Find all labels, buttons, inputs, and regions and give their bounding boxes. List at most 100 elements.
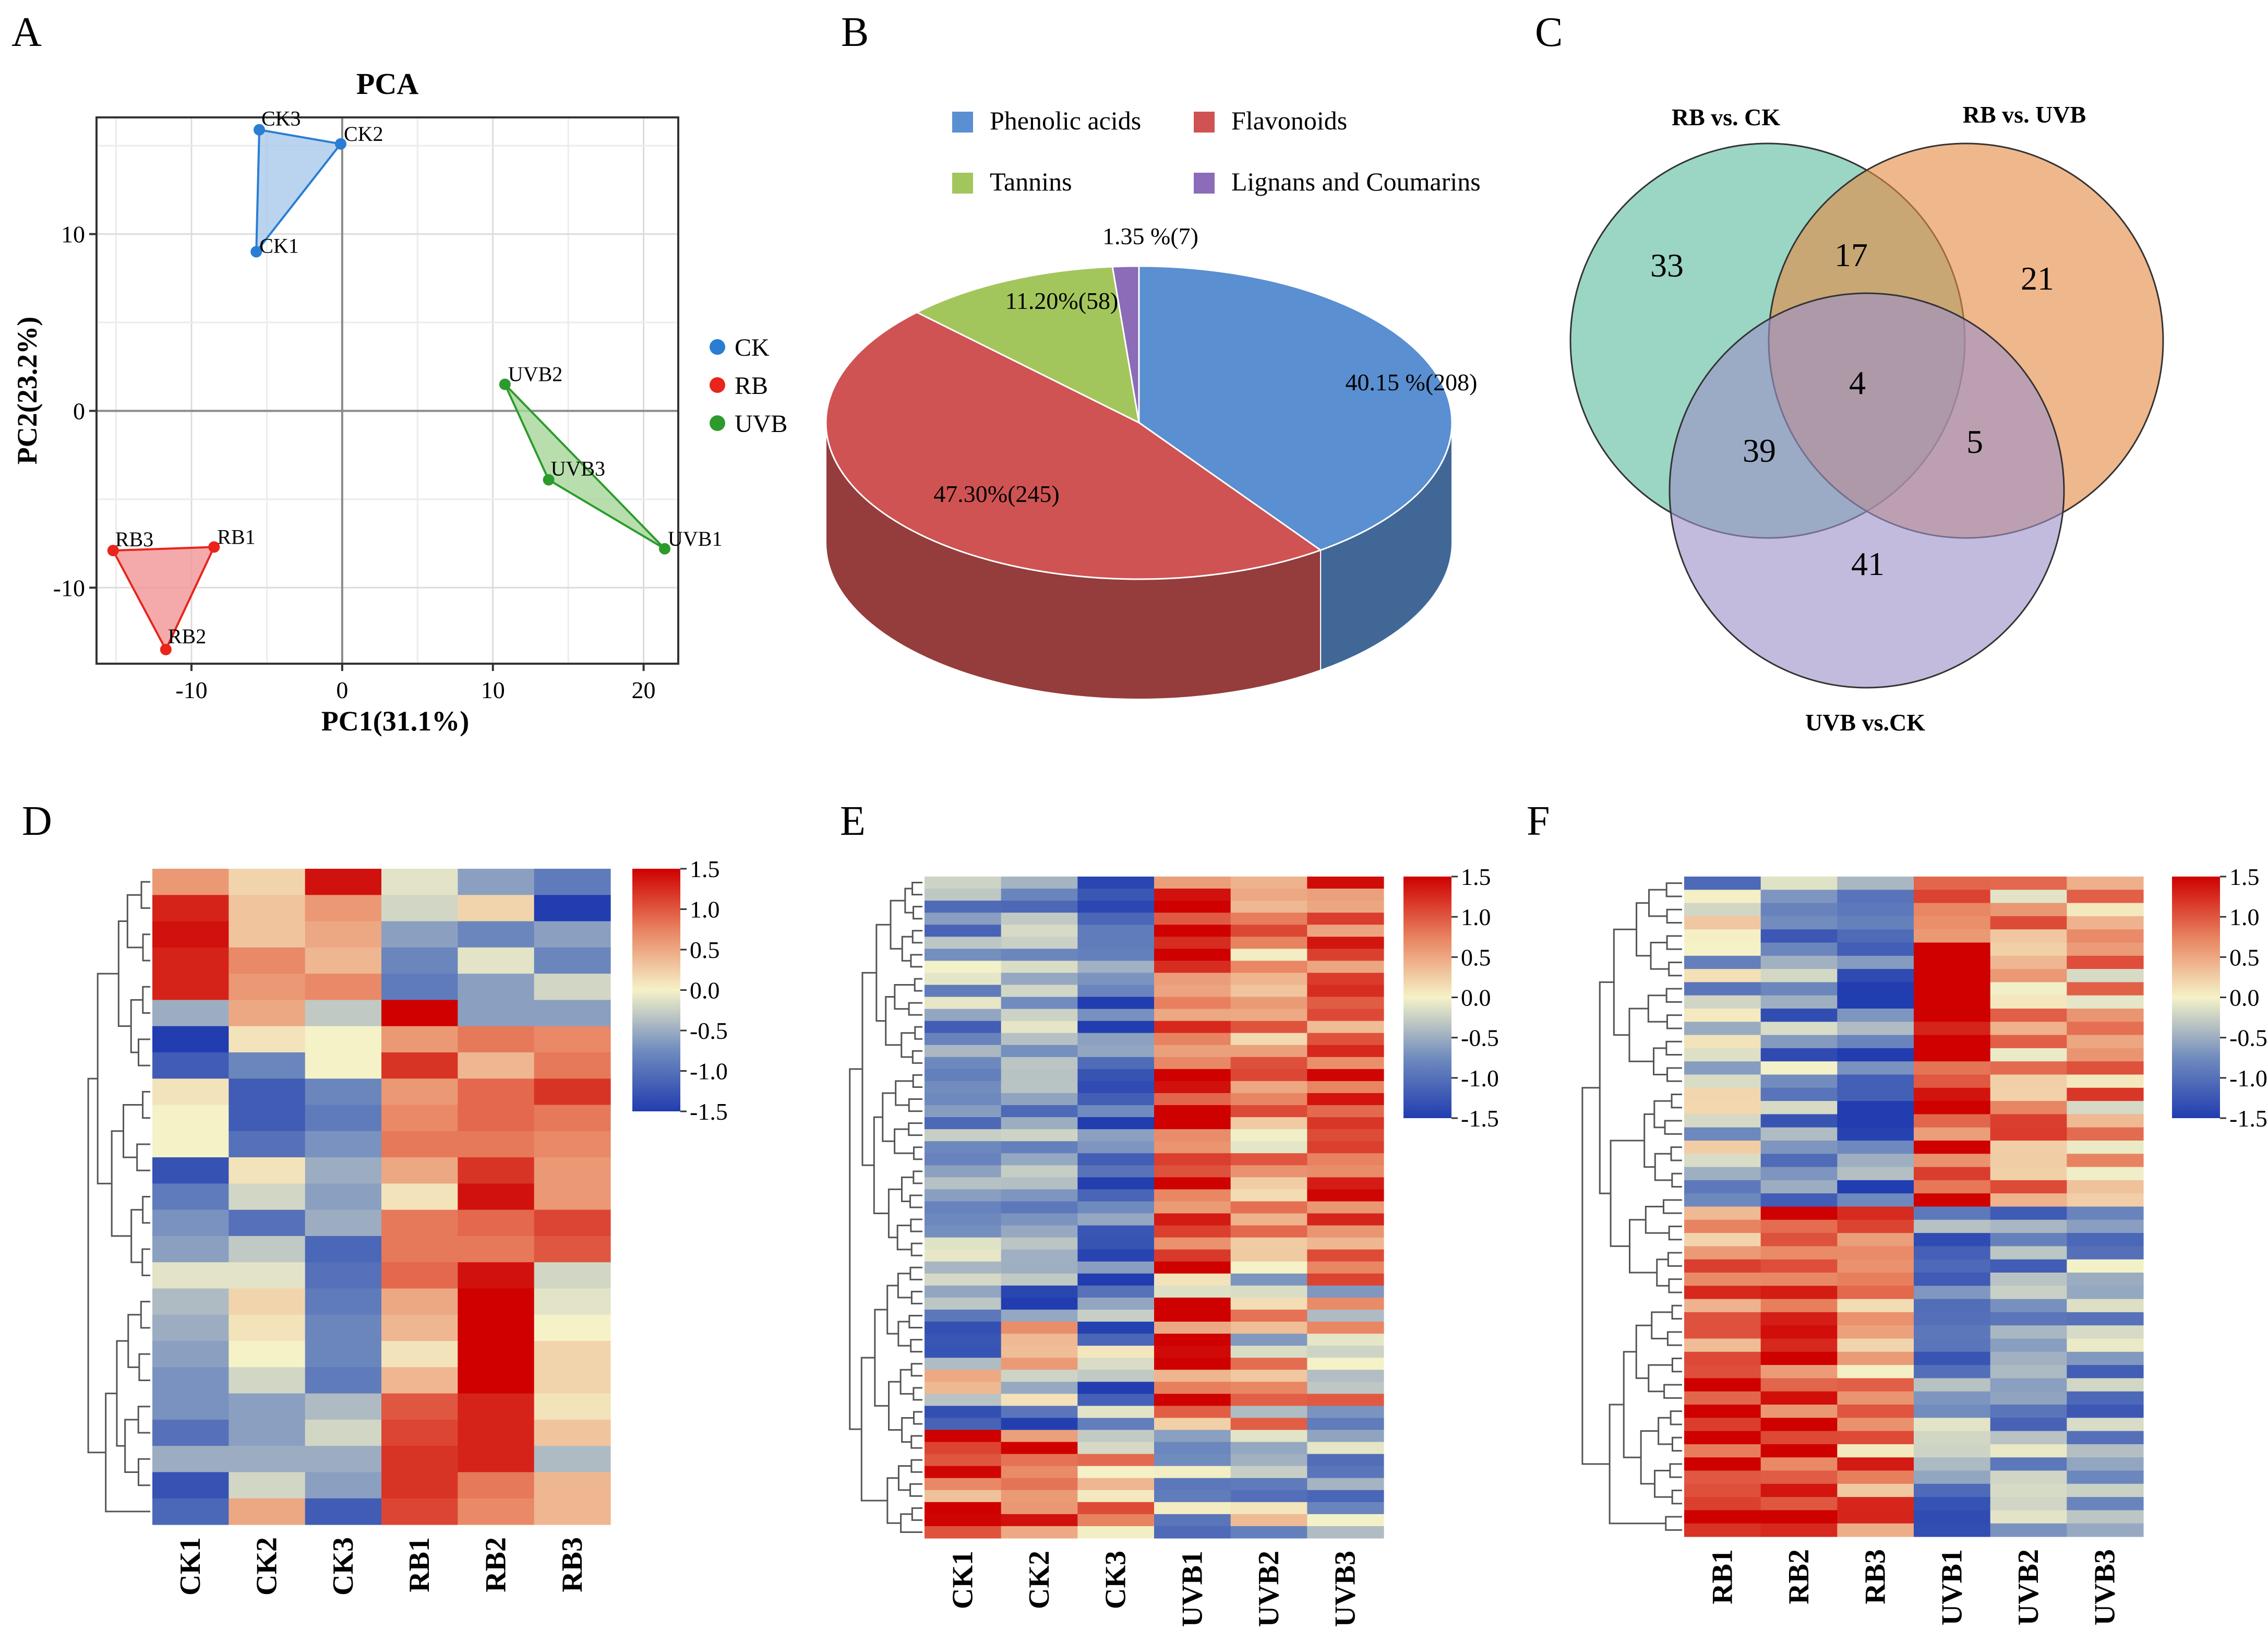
heatmap-cell	[1837, 1457, 1914, 1471]
heatmap-cell	[1154, 1261, 1231, 1274]
heatmap-cell	[1230, 1177, 1307, 1190]
heatmap-cell	[1001, 937, 1078, 949]
heatmap-cell	[1990, 1418, 2067, 1432]
heatmap-cell	[1760, 1022, 1838, 1036]
dendrogram-branch	[1653, 1047, 1667, 1075]
heatmap-cell	[1684, 1286, 1761, 1300]
heatmap-cell	[1001, 1322, 1078, 1334]
panel-label-c: C	[1535, 9, 1563, 55]
point-rb2	[160, 643, 172, 655]
heatmap-cell	[1684, 1219, 1761, 1233]
dendrogram-branch	[87, 1077, 106, 1454]
heatmap-cell	[1307, 997, 1384, 1010]
heatmap-cell	[534, 1288, 611, 1315]
dendrogram-branch	[1665, 882, 1682, 897]
heatmap-cell	[1307, 1261, 1384, 1274]
heatmap-cell	[1154, 1430, 1231, 1443]
heatmap-cell	[1760, 1154, 1838, 1168]
heatmap-cell	[1230, 1141, 1307, 1154]
heatmap-cell	[1837, 929, 1914, 943]
heatmap-cell	[1307, 1297, 1384, 1310]
heatmap-cell	[2067, 1206, 2144, 1220]
heatmap-cell	[1914, 1219, 1991, 1233]
heatmap-cell	[1684, 982, 1761, 996]
heatmap-cell	[229, 1498, 306, 1525]
heatmap-cell	[1307, 877, 1384, 889]
y-tick-label: -10	[53, 574, 85, 601]
heatmap-cell	[305, 1078, 382, 1106]
dendrogram-branch	[142, 1090, 150, 1119]
heatmap-cell	[2067, 1391, 2144, 1405]
heatmap-cell	[1760, 1127, 1838, 1141]
heatmap-cell	[1684, 1444, 1761, 1458]
heatmap-cell	[1837, 1074, 1914, 1088]
point-label-ck1: CK1	[259, 234, 299, 258]
heatmap-cell	[1230, 1081, 1307, 1094]
heatmap-cell	[1230, 1009, 1307, 1022]
heatmap-cell	[1760, 1101, 1838, 1114]
heatmap-cell	[925, 1526, 1002, 1539]
dendrogram-branch	[1671, 1172, 1682, 1188]
heatmap-cell	[229, 869, 306, 895]
dendrogram-branch	[1651, 1311, 1673, 1339]
heatmap-cell	[1990, 1378, 2067, 1392]
legend-marker-ck	[710, 339, 725, 355]
heatmap-cell	[1230, 1442, 1307, 1455]
dendrogram-branch	[1643, 1113, 1655, 1168]
heatmap-cell	[458, 1367, 535, 1394]
dendrogram-branch	[97, 973, 119, 1184]
heatmap-cell	[1001, 1165, 1078, 1178]
heatmap-cell	[1307, 1346, 1384, 1358]
heatmap-cell	[1230, 1322, 1307, 1334]
dendrogram-branch	[1665, 1040, 1682, 1056]
heatmap-cell	[458, 1131, 535, 1158]
heatmap-cell	[1914, 877, 1991, 890]
colorbar-tick-label: 1.0	[2229, 904, 2260, 930]
column-label-rb1: RB1	[403, 1537, 436, 1592]
colorbar-tick-label: -1.5	[1461, 1105, 1499, 1132]
heatmap-cell	[1914, 1523, 1991, 1537]
heatmap-cell	[1914, 1009, 1991, 1022]
heatmap-cell	[1990, 903, 2067, 917]
heatmap-cell	[1990, 1022, 2067, 1036]
heatmap-cell	[1914, 1193, 1991, 1207]
legend-marker-uvb	[710, 415, 725, 431]
heatmap-cell	[458, 1341, 535, 1368]
heatmap-cell	[305, 869, 382, 895]
heatmap-cell	[1307, 1430, 1384, 1443]
heatmap-cell	[1154, 925, 1231, 937]
heatmap-cell	[305, 974, 382, 1000]
heatmap-cell	[925, 1129, 1002, 1142]
heatmap-cell	[1914, 1048, 1991, 1062]
heatmap-cell	[2067, 942, 2144, 956]
heatmap-cell	[1760, 890, 1838, 904]
heatmap-cell	[1154, 1021, 1231, 1034]
group-hull-ck	[255, 128, 343, 255]
heatmap-cell	[1914, 1351, 1991, 1365]
heatmap-cell	[1077, 1418, 1155, 1431]
dendrogram-branch	[1664, 1120, 1682, 1135]
heatmap-cell	[1307, 1285, 1384, 1298]
heatmap-cell	[381, 974, 458, 1000]
heatmap-cell	[1077, 1466, 1155, 1479]
heatmap-cell	[1307, 901, 1384, 913]
heatmap-cell	[1837, 1127, 1914, 1141]
heatmap-cell	[1837, 1219, 1914, 1233]
heatmap-cell	[1230, 1213, 1307, 1226]
dendrogram-branch	[1635, 1324, 1652, 1379]
heatmap-cell	[1230, 1454, 1307, 1467]
dendrogram-branch	[899, 1369, 914, 1395]
dendrogram-branch	[908, 1314, 922, 1329]
heatmap-cell	[1307, 913, 1384, 925]
pie-label-flavonoids: 47.30%(245)	[933, 481, 1059, 507]
heatmap-cell	[1230, 1069, 1307, 1082]
heatmap-cell	[1077, 1309, 1155, 1322]
heatmap-cell	[1914, 916, 1991, 930]
colorbar-tick-label: 1.5	[2229, 864, 2260, 890]
heatmap-cell	[1760, 1325, 1838, 1339]
heatmap-cell	[305, 1498, 382, 1525]
heatmap-cell	[458, 1472, 535, 1499]
heatmap-cell	[1077, 1153, 1155, 1166]
heatmap-cell	[1760, 1141, 1838, 1154]
heatmap-cell	[1077, 1273, 1155, 1286]
